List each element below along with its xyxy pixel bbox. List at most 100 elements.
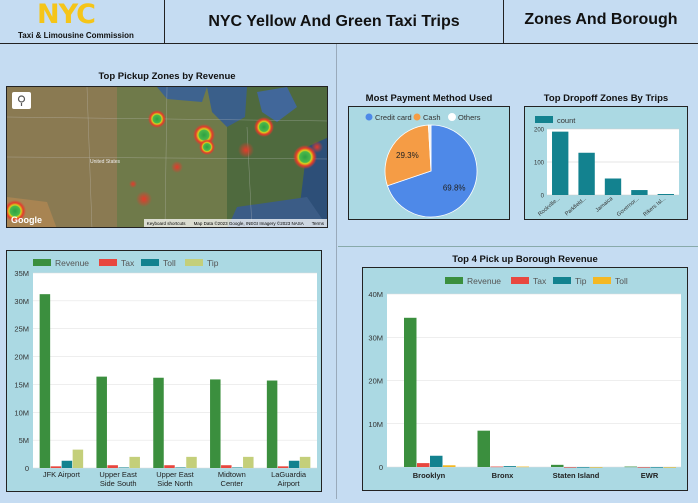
- dropoff-title: Top Dropoff Zones By Trips: [543, 93, 669, 104]
- legend-swatch: [185, 259, 203, 266]
- map-layers-button[interactable]: [12, 92, 31, 109]
- bar: [503, 466, 516, 467]
- x-tick-label: Governor...: [616, 196, 641, 218]
- legend-swatch: [535, 116, 553, 123]
- legend-label: Tip: [575, 276, 587, 286]
- pickup-zones-map[interactable]: United States Google Keyboard shortcuts …: [6, 86, 328, 228]
- legend-dot: [413, 113, 421, 121]
- legend-swatch: [553, 277, 571, 284]
- legend-label: Tax: [121, 258, 135, 268]
- zones-revenue-panel: Revenue Tax Toll Tip 0 5M 10M 15M 20M 25M 30M 35M JF…: [6, 250, 322, 492]
- keyboard-shortcuts-link[interactable]: Keyboard shortcuts: [146, 220, 186, 226]
- bar: [577, 467, 590, 468]
- map-place-label: United States: [90, 159, 121, 165]
- x-tick-label: Parkfield...: [564, 196, 588, 218]
- bar: [118, 467, 129, 468]
- x-tick-label: EWR: [641, 471, 659, 480]
- y-tick-label: 0: [379, 463, 383, 472]
- legend-swatch: [33, 259, 51, 266]
- legend-swatch: [99, 259, 117, 266]
- map-data-credit: Map Data ©2023 Google, INEGI Imagery ©20…: [193, 220, 304, 226]
- x-tick-label: Rikers Isl...: [642, 196, 667, 218]
- x-tick-label: Brooklyn: [413, 471, 446, 480]
- bar: [50, 466, 62, 468]
- bar: [266, 380, 278, 468]
- x-tick-label: Side North: [157, 479, 192, 488]
- borough-panel: Revenue Tax Tip Toll 0 10M 20M 30M 40M Brooklyn Br…: [362, 267, 688, 491]
- x-tick-label: Airport: [278, 479, 301, 488]
- terms-link[interactable]: Terms: [311, 220, 324, 226]
- slice-label: 29.3%: [396, 151, 419, 160]
- legend-label: Tip: [207, 258, 219, 268]
- legend-label: Revenue: [467, 276, 501, 286]
- map-terrain: [7, 87, 327, 227]
- bar: [186, 456, 197, 468]
- borough-revenue-chart: Revenue Tax Tip Toll 0 10M 20M 30M 40M Brooklyn Br…: [368, 276, 681, 480]
- bar: [624, 466, 637, 468]
- y-tick-label: 40M: [368, 290, 383, 299]
- pie-slice: [427, 124, 432, 172]
- report-title: NYC Yellow And Green Taxi Trips: [208, 12, 460, 30]
- y-tick-label: 20M: [368, 377, 383, 386]
- y-tick-label: 200: [534, 128, 545, 134]
- pie-slice: [386, 124, 478, 218]
- bar: [404, 317, 417, 467]
- x-tick-label: Center: [221, 479, 244, 488]
- bar: [299, 456, 311, 468]
- bar: [61, 460, 73, 468]
- legend-label: Toll: [615, 276, 628, 286]
- y-tick-label: 20M: [14, 353, 29, 362]
- bar: [477, 430, 490, 467]
- legend-label: Cash: [423, 113, 441, 122]
- x-tick-label: Upper East: [156, 470, 194, 479]
- x-tick-label: JFK Airport: [43, 470, 81, 479]
- page-title: Zones And Borough: [524, 11, 678, 28]
- bar: [39, 294, 51, 468]
- legend-swatch: [593, 277, 611, 284]
- bar: [175, 467, 186, 468]
- bar: [657, 194, 674, 195]
- bar: [96, 376, 107, 468]
- legend-label: count: [557, 116, 576, 125]
- y-tick-label: 15M: [14, 380, 29, 389]
- bar: [552, 131, 569, 195]
- legend-label: Credit card: [375, 113, 412, 122]
- bar: [516, 466, 529, 468]
- x-tick-label: Midtown: [218, 470, 246, 479]
- legend-swatch: [445, 277, 463, 284]
- legend-dot: [448, 113, 456, 121]
- y-tick-label: 100: [534, 161, 545, 167]
- legend-label: Toll: [163, 258, 176, 268]
- bar: [153, 377, 164, 468]
- bar: [551, 464, 564, 467]
- x-tick-label: Jamaica: [595, 195, 615, 213]
- legend-swatch: [141, 259, 159, 266]
- google-logo: Google: [11, 215, 42, 225]
- legend-dot: [365, 113, 373, 121]
- x-tick-label: Staten Island: [553, 471, 600, 480]
- x-tick-label: Upper East: [99, 470, 137, 479]
- nyc-logo-text: NYC: [37, 0, 96, 30]
- y-tick-label: 30M: [368, 333, 383, 342]
- bar: [210, 379, 221, 468]
- bar: [590, 467, 603, 468]
- y-tick-label: 30M: [14, 297, 29, 306]
- location-pin-icon: [17, 95, 26, 106]
- bar: [490, 466, 503, 468]
- payment-title: Most Payment Method Used: [365, 93, 493, 104]
- payment-panel: Credit card Cash Others 69.8% 29.3%: [348, 106, 510, 220]
- bar: [277, 466, 289, 468]
- zones-revenue-chart: Revenue Tax Toll Tip 0 5M 10M 15M 20M 25M 30M 35M JF…: [14, 258, 317, 488]
- y-tick-label: 10M: [368, 420, 383, 429]
- bar: [107, 465, 118, 468]
- bar: [164, 465, 175, 468]
- bar: [637, 467, 650, 468]
- slice-label: 69.8%: [443, 184, 466, 193]
- legend-label: Tax: [533, 276, 547, 286]
- dropoff-panel: count 0 100 200 Rockville... Parkfield... Jama…: [524, 106, 688, 220]
- bar: [631, 190, 648, 195]
- bar: [129, 456, 140, 468]
- vertical-divider: [336, 44, 337, 499]
- bar: [430, 455, 443, 467]
